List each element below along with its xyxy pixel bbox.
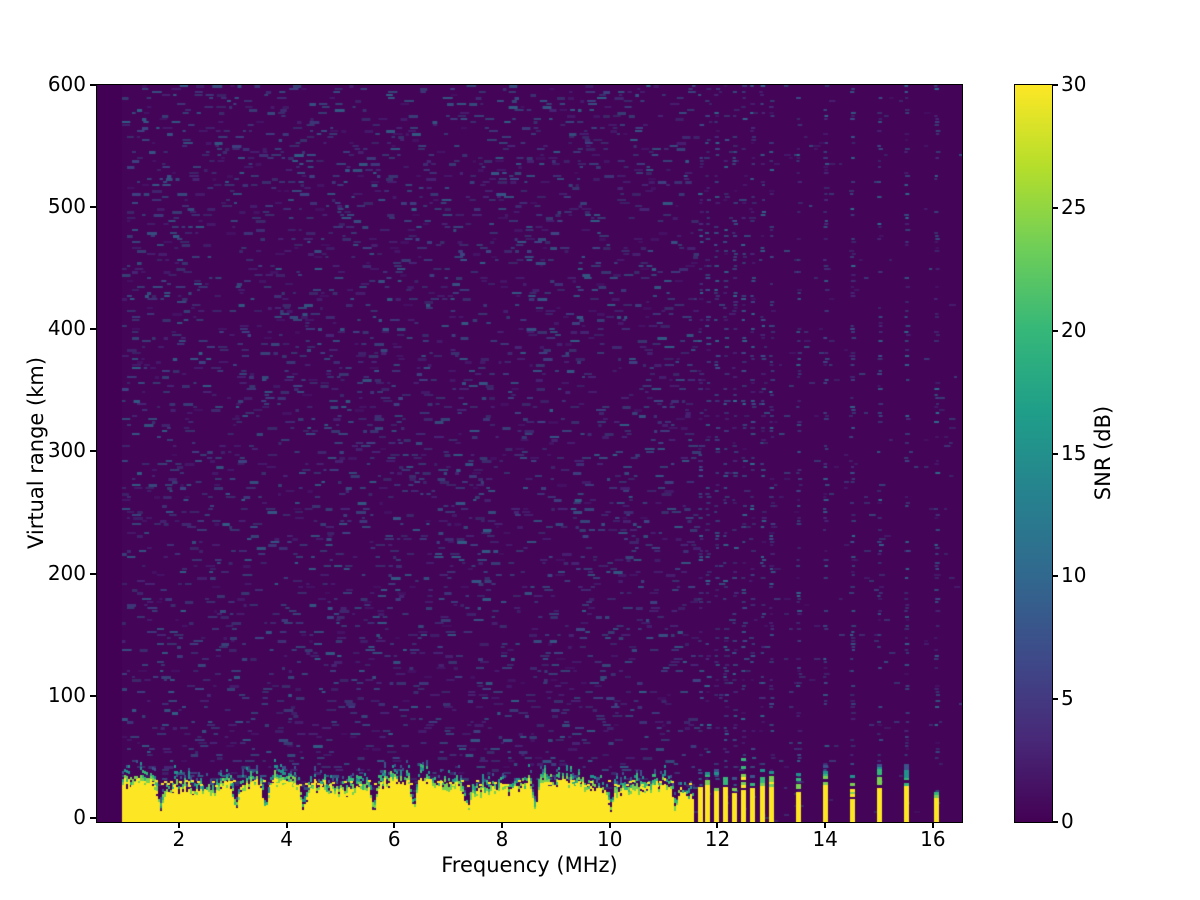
colorbar-tick-label: 0	[1061, 809, 1074, 833]
colorbar-tick	[1053, 206, 1058, 209]
colorbar-tick	[1053, 329, 1058, 332]
y-tick-label: 100	[47, 682, 86, 707]
colorbar-tick	[1053, 84, 1058, 86]
x-tick	[285, 823, 288, 828]
x-tick	[393, 823, 396, 828]
x-tick	[931, 823, 934, 828]
y-tick-label: 200	[47, 560, 86, 585]
y-tick-label: 0	[73, 804, 86, 829]
y-tick	[90, 328, 96, 331]
x-tick	[824, 823, 827, 828]
y-tick-label: 400	[47, 316, 86, 341]
y-tick	[90, 816, 96, 819]
colorbar	[1014, 84, 1053, 823]
colorbar-gradient	[1015, 85, 1052, 822]
colorbar-tick-label: 20	[1061, 317, 1087, 342]
x-tick	[501, 823, 504, 828]
colorbar-tick	[1053, 821, 1058, 823]
y-tick	[90, 206, 96, 209]
x-tick	[716, 823, 719, 828]
x-tick-label: 16	[920, 827, 946, 851]
colorbar-tick	[1053, 698, 1058, 701]
colorbar-tick-label: 5	[1061, 686, 1074, 711]
x-tick-label: 2	[172, 827, 186, 851]
colorbar-tick-label: 30	[1061, 72, 1087, 96]
x-tick-label: 10	[597, 827, 623, 851]
ionogram-heatmap	[97, 85, 962, 822]
colorbar-tick-label: 10	[1061, 563, 1087, 588]
colorbar-tick-label: 25	[1061, 194, 1087, 219]
x-tick-label: 8	[495, 827, 509, 851]
y-tick	[90, 572, 96, 575]
x-tick-label: 12	[704, 827, 731, 851]
x-tick-label: 14	[812, 827, 838, 851]
y-tick	[90, 450, 96, 453]
y-tick-label: 300	[47, 438, 86, 463]
colorbar-tick	[1053, 452, 1058, 455]
y-tick-label: 600	[47, 72, 86, 96]
y-tick	[90, 84, 96, 86]
y-tick-label: 500	[47, 194, 86, 219]
colorbar-tick-label: 15	[1061, 440, 1087, 465]
colorbar-tick	[1053, 575, 1058, 578]
plot-area	[96, 84, 963, 823]
y-tick	[90, 694, 96, 697]
x-tick-label: 6	[387, 827, 401, 851]
x-tick	[608, 823, 611, 828]
x-axis-label: Frequency (MHz)	[441, 853, 618, 877]
x-tick-label: 4	[280, 827, 293, 851]
x-tick	[177, 823, 180, 828]
